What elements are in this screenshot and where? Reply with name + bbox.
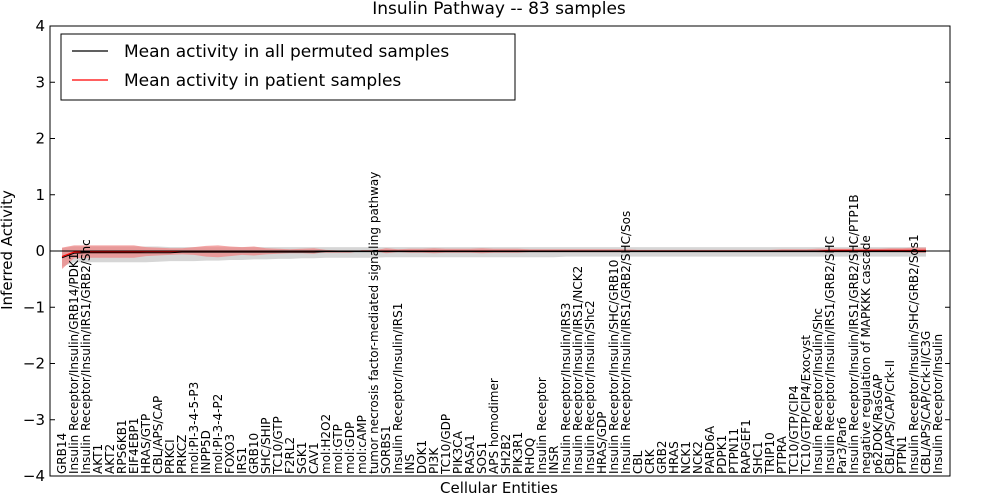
x-tick-label: Insulin Receptor/Insulin/IRS1/GRB2/SHC: [823, 236, 837, 474]
confidence-bands: [62, 245, 926, 269]
x-tick-label: Insulin Receptor/Insulin/IRS1: [391, 303, 405, 474]
y-tick-label: 2: [35, 130, 45, 148]
x-tick-label: Insulin Receptor/Insulin/Shc: [811, 308, 825, 474]
x-tick-label: APS homodimer: [487, 378, 501, 474]
x-tick-label: tumor necrosis factor-mediated signaling…: [367, 172, 381, 474]
x-tick-label: CBL: [631, 450, 645, 474]
y-tick-label: 0: [35, 242, 45, 260]
x-axis-label: Cellular Entities: [440, 479, 558, 497]
x-tick-label: PTPN1: [895, 436, 909, 474]
x-tick-label: mol:GDP: [343, 422, 357, 474]
x-tick-label: SORBS1: [379, 425, 393, 474]
x-tick-label: NCK1: [679, 441, 693, 474]
y-tick-label: 1: [35, 186, 45, 204]
x-tick-label: SOS1: [475, 442, 489, 474]
legend-box: [60, 33, 516, 101]
x-tick-label: negative regulation of MAPKKK cascade: [859, 235, 873, 474]
x-tick-label: CRK: [643, 448, 657, 474]
series-line-permuted: [61, 251, 926, 259]
x-tick-label: SHC/SHIP: [259, 418, 273, 474]
x-tick-label: Insulin Receptor/Insulin/IRS3: [559, 303, 573, 474]
x-tick-label: AKT1: [91, 444, 105, 474]
x-tick-label: HRAS/GTP: [139, 414, 153, 474]
x-tick-label: TC10/GTP/CIP4: [787, 385, 801, 475]
x-tick-label: SH2B2: [499, 434, 513, 474]
x-tick-label: Insulin Receptor/Insulin/IRS1/GRB2/SHC/S…: [619, 211, 633, 474]
x-tick-label: CBL/APS/CAP/Crk-II/C3G: [919, 331, 933, 474]
x-tick-label: PRKCZ: [175, 435, 189, 474]
x-tick-label: RAPGEF1: [739, 419, 753, 474]
x-tick-label: TC10/GTP/CIP4/Exocyst: [799, 335, 813, 475]
x-tick-label: Insulin Receptor/Insulin: [931, 334, 945, 474]
x-tick-label: TRIP10: [763, 432, 777, 475]
x-tick-label: mol:PI-3-4-5-P3: [187, 382, 201, 474]
x-tick-label: Insulin Receptor: [535, 377, 549, 474]
x-tick-label: SHC1: [751, 441, 765, 474]
y-axis-ticks: 4 3 2 1 0 −1 −2 −3 −4: [23, 17, 950, 485]
x-tick-label: SGK1: [295, 442, 309, 474]
y-tick-label: −4: [23, 467, 45, 485]
legend-label-permuted: Mean activity in all permuted samples: [124, 42, 449, 62]
x-tick-label: p62DOK/RasGAP: [871, 374, 885, 474]
x-tick-label: mol:cAMP: [355, 415, 369, 474]
x-tick-label: TC10/GDP: [439, 414, 453, 475]
x-tick-label: NCK2: [691, 441, 705, 474]
x-tick-label: IRS1: [235, 447, 249, 474]
x-tick-label: mol:GTP: [331, 424, 345, 474]
x-tick-label: CBL/APS/CAP/Crk-II: [883, 360, 897, 474]
x-tick-label: TC10/GTP: [271, 416, 285, 475]
x-tick-label: AKT2: [103, 444, 117, 474]
x-tick-label: Insulin Receptor/Insulin/Shc2: [583, 300, 597, 474]
x-tick-label: HRAS/GDP: [595, 411, 609, 474]
x-tick-label: mol:PI-3-4-P2: [211, 394, 225, 474]
x-tick-label: RHOQ: [523, 438, 537, 474]
x-tick-label: Insulin Receptor/Insulin/IRS1/GRB2/SHC/P…: [847, 194, 861, 474]
x-tick-label: GRB14: [55, 433, 69, 474]
x-tick-label: INS: [403, 454, 417, 474]
legend-label-patient: Mean activity in patient samples: [124, 71, 401, 91]
x-tick-label: CAV1: [307, 442, 321, 474]
y-tick-label: −2: [23, 355, 45, 373]
y-tick-label: −1: [23, 298, 45, 316]
x-tick-label: Insulin Receptor/Insulin/GRB14/PDK1: [67, 253, 81, 474]
x-tick-label: PDPK1: [715, 435, 729, 474]
x-tick-label: F2RL2: [283, 437, 297, 474]
x-tick-label: mol:H2O2: [319, 414, 333, 474]
x-tick-label: RASA1: [463, 434, 477, 474]
x-tick-label: Insulin Receptor/Insulin/SHC/GRB2/Sos1: [907, 234, 921, 474]
y-axis-label: Inferred Activity: [0, 190, 16, 310]
x-tick-label: PIK3R1: [511, 432, 525, 474]
x-tick-label: PI3K: [427, 447, 441, 474]
x-tick-label: EIF4EBP1: [127, 418, 141, 474]
x-tick-label: Par3/Par6: [835, 417, 849, 474]
x-tick-label: FOXO3: [223, 434, 237, 474]
x-tick-label: GRB10: [247, 433, 261, 474]
x-tick-label: HRAS: [667, 441, 681, 474]
x-tick-label: DOK1: [415, 440, 429, 474]
x-tick-label: Insulin Receptor/Insulin/SHC/GRB10: [607, 260, 621, 474]
x-tick-label: PTPRA: [775, 435, 789, 474]
x-tick-label: PARD6A: [703, 425, 717, 474]
x-tick-label: INSR: [547, 446, 561, 474]
x-tick-label: PRKCI: [163, 439, 177, 474]
x-tick-label: PIK3CA: [451, 430, 465, 474]
x-tick-label: RPS6KB1: [115, 419, 129, 474]
x-tick-label: PTPN11: [727, 428, 741, 474]
y-tick-label: −3: [23, 411, 45, 429]
y-tick-label: 4: [35, 17, 45, 35]
x-tick-label: CBL/APS/CAP: [151, 396, 165, 474]
x-tick-label: GRB2: [655, 440, 669, 474]
x-tick-label: Insulin Receptor/Insulin/IRS1/NCK2: [571, 266, 585, 474]
plot-frame: [49, 25, 951, 477]
series-lines: [50, 249, 950, 259]
x-tick-label: INPP5D: [199, 430, 213, 474]
chart-title: Insulin Pathway -- 83 samples: [372, 0, 626, 19]
legend: Mean activity in all permuted samples Me…: [60, 33, 516, 101]
y-tick-label: 3: [35, 73, 45, 91]
x-tick-label: Insulin Receptor/Insulin/IRS1/GRB2/Shc: [79, 239, 93, 474]
